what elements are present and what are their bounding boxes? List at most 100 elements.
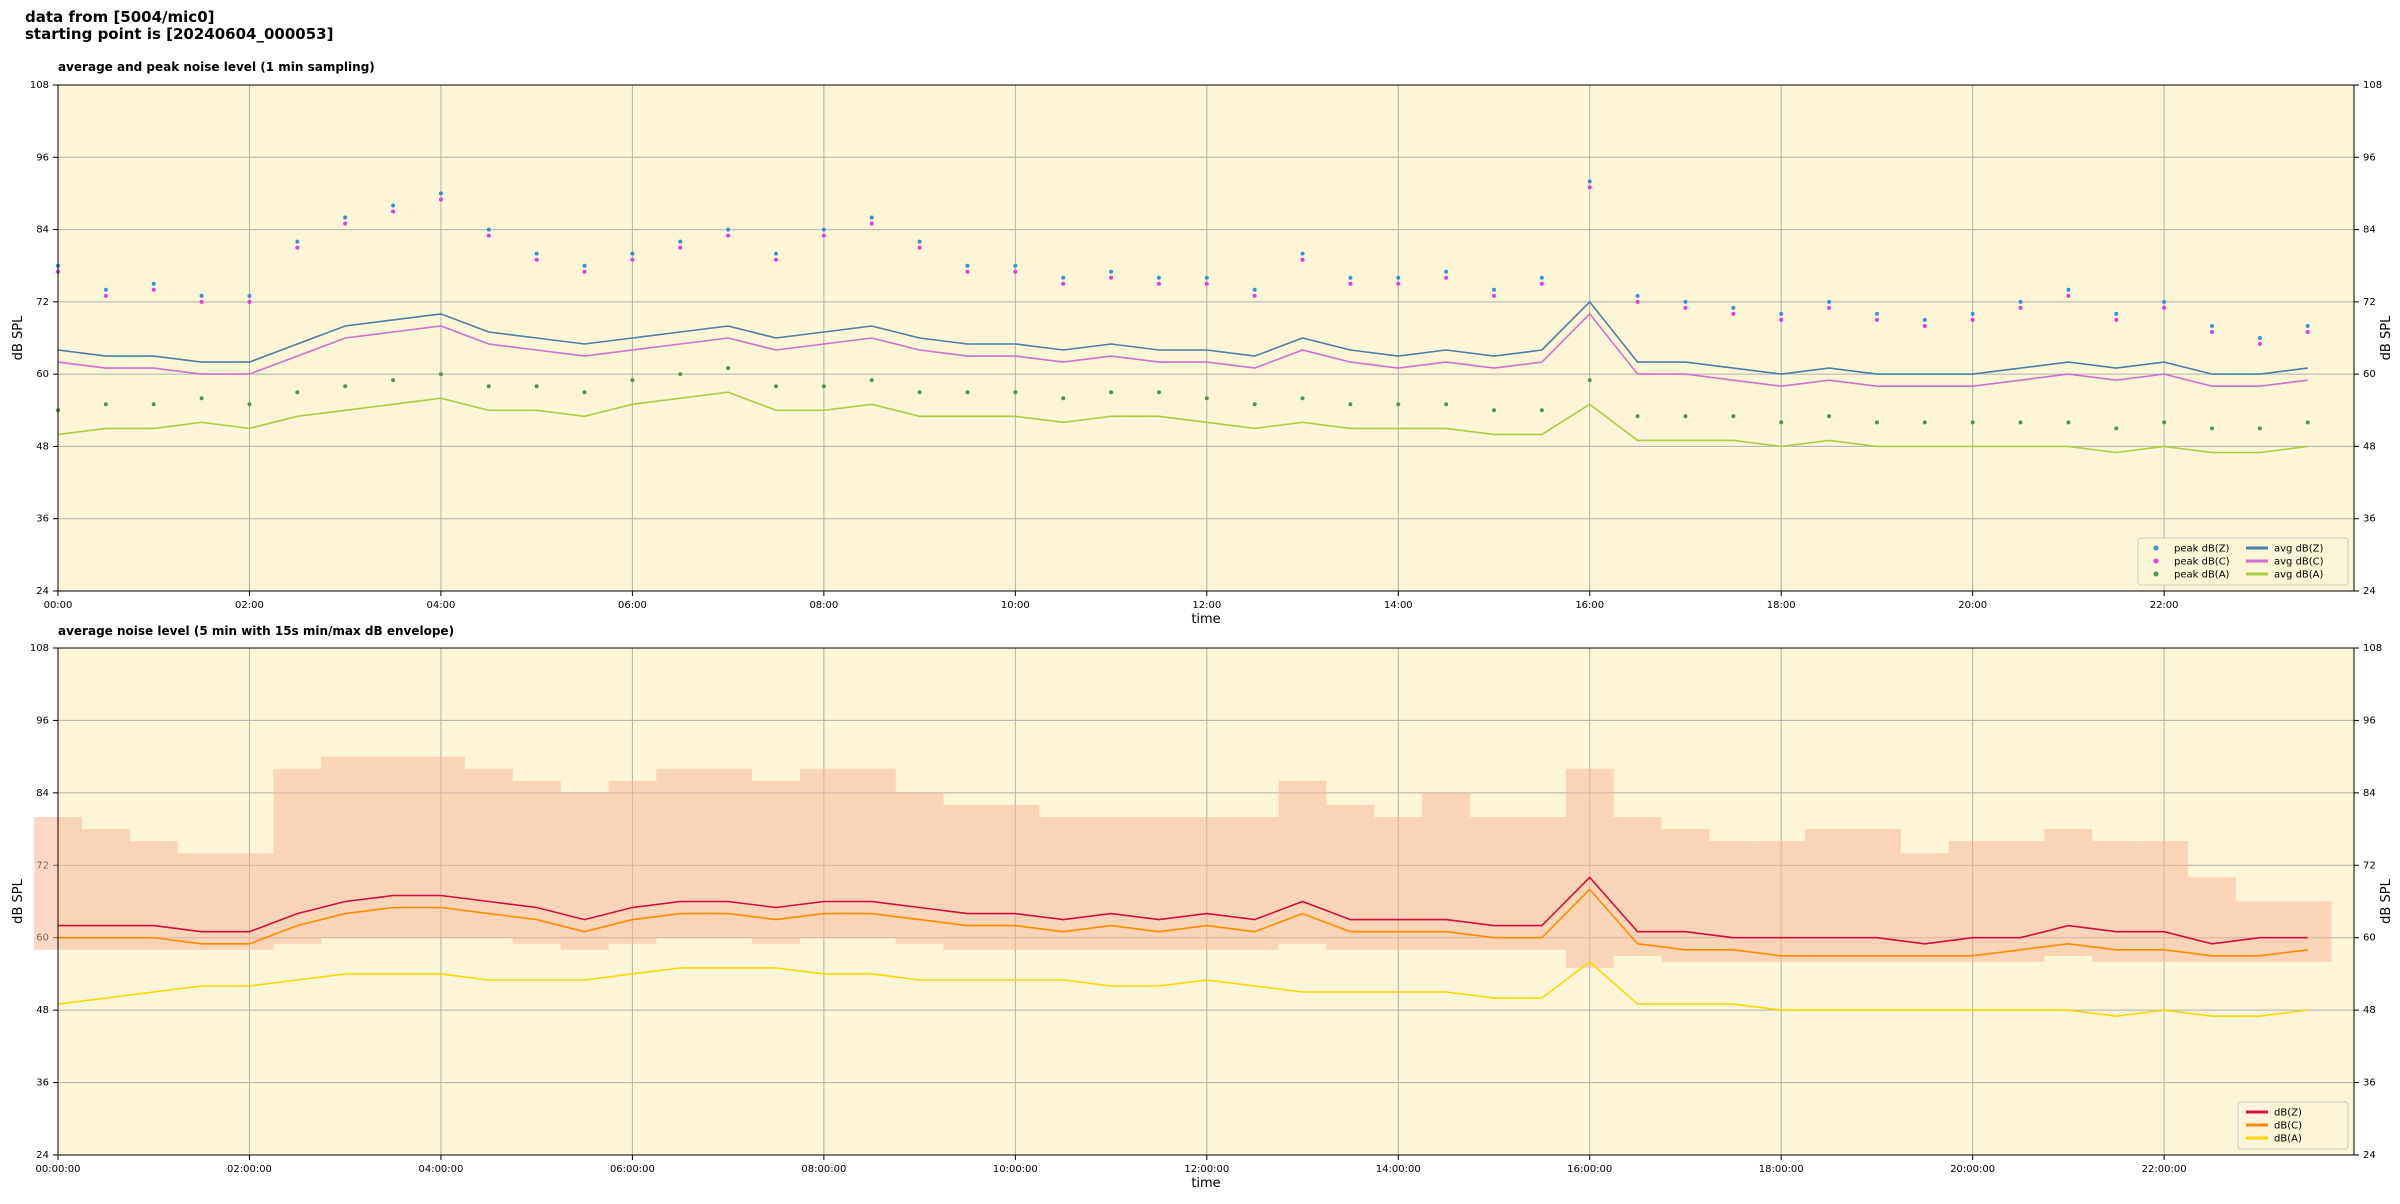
peak-point — [1061, 281, 1066, 286]
y-tick-label: 72 — [2363, 297, 2376, 308]
peak-point — [917, 239, 922, 244]
envelope-band — [2092, 841, 2141, 962]
peak-point — [151, 287, 156, 292]
peak-point — [1874, 317, 1879, 322]
peak-point — [103, 293, 108, 298]
peak-point — [1731, 414, 1736, 419]
y-tick-label: 48 — [36, 1005, 49, 1016]
peak-point — [1635, 299, 1640, 304]
peak-point — [1013, 263, 1018, 268]
peak-point — [2305, 420, 2310, 425]
peak-point — [1444, 275, 1449, 280]
peak-point — [1300, 257, 1305, 262]
peak-point — [343, 221, 348, 226]
y-tick-label: 108 — [2363, 643, 2382, 654]
plot-frame — [57, 84, 2355, 592]
x-tick-label: 16:00 — [1575, 600, 1604, 611]
envelope-band — [608, 780, 657, 944]
legend-label: dB(A) — [2274, 1134, 2302, 1145]
legend-label: peak dB(C) — [2174, 557, 2230, 568]
peak-point — [2018, 299, 2023, 304]
envelope-band — [1996, 841, 2045, 962]
peak-point — [1874, 420, 1879, 425]
peak-point — [1300, 251, 1305, 256]
y-tick-label: 84 — [36, 788, 49, 799]
peak-point — [821, 384, 826, 389]
peak-point — [1539, 408, 1544, 413]
x-tick-label: 02:00:00 — [227, 1164, 272, 1175]
envelope-band — [1039, 817, 1088, 950]
y-tick-label: 24 — [36, 586, 49, 597]
peak-point — [391, 378, 396, 383]
y-tick-label: 48 — [2363, 441, 2376, 452]
envelope-band — [1230, 817, 1279, 950]
envelope-band — [752, 780, 800, 944]
series-line — [58, 888, 2308, 957]
peak-point — [869, 378, 874, 383]
envelope-band — [464, 768, 513, 938]
peak-point — [917, 245, 922, 250]
peak-point — [821, 233, 826, 238]
peak-point — [1491, 293, 1496, 298]
peak-point — [1156, 281, 1161, 286]
x-tick-label: 10:00 — [1001, 600, 1030, 611]
series-line — [57, 300, 2308, 375]
peak-point — [726, 366, 731, 371]
envelope-band — [1374, 817, 1423, 950]
x-tick-label: 08:00:00 — [801, 1164, 846, 1175]
peak-point — [1444, 402, 1449, 407]
peak-point — [1635, 414, 1640, 419]
peak-point — [199, 396, 204, 401]
peak-point — [2209, 323, 2214, 328]
peak-point — [2114, 426, 2119, 431]
peak-point — [1109, 275, 1114, 280]
y-axis-label: dB SPL — [11, 878, 26, 923]
y-tick-label: 24 — [2363, 1150, 2376, 1161]
y-tick-label: 72 — [2363, 860, 2376, 871]
x-tick-label: 12:00:00 — [1184, 1164, 1229, 1175]
peak-point — [2162, 305, 2167, 310]
peak-point — [1109, 269, 1114, 274]
y-tick-label: 96 — [2363, 152, 2376, 163]
peak-point — [1252, 287, 1257, 292]
peak-point — [1204, 281, 1209, 286]
envelope-band — [1852, 829, 1901, 962]
peak-point — [1348, 402, 1353, 407]
peak-point — [295, 245, 300, 250]
envelope-band — [129, 841, 178, 950]
envelope-band — [1326, 804, 1375, 950]
envelope-band — [1948, 841, 1997, 962]
peak-point — [630, 257, 635, 262]
y-tick-label: 36 — [2363, 1078, 2376, 1089]
y-tick-label: 60 — [36, 369, 49, 380]
x-axis-label: time — [1191, 612, 1220, 627]
envelope-band — [656, 768, 705, 938]
peak-point — [343, 215, 348, 220]
x-tick-label: 14:00 — [1384, 600, 1413, 611]
envelope-band — [1661, 829, 1710, 962]
chart-title: average noise level (5 min with 15s min/… — [58, 624, 454, 638]
peak-point — [1587, 179, 1592, 184]
peak-point — [678, 245, 683, 250]
x-tick-label: 22:00:00 — [2142, 1164, 2187, 1175]
envelope-band — [895, 792, 944, 944]
peak-point — [2162, 420, 2167, 425]
envelope-band — [799, 768, 848, 938]
y-tick-label: 108 — [30, 643, 49, 654]
y-tick-label: 96 — [36, 715, 49, 726]
legend-label: peak dB(Z) — [2174, 544, 2230, 555]
x-tick-label: 04:00:00 — [418, 1164, 463, 1175]
peak-point — [821, 227, 826, 232]
y-tick-label: 84 — [36, 225, 49, 236]
legend-box — [2137, 537, 2349, 586]
peak-point — [1444, 269, 1449, 274]
peak-point — [1252, 293, 1257, 298]
envelope-band — [2188, 877, 2236, 962]
legend-label: peak dB(A) — [2174, 570, 2230, 581]
peak-point — [1061, 396, 1066, 401]
peak-point — [1348, 281, 1353, 286]
peak-point — [438, 191, 443, 196]
peak-point — [2209, 329, 2214, 334]
peak-point — [1922, 420, 1927, 425]
peak-point — [103, 287, 108, 292]
